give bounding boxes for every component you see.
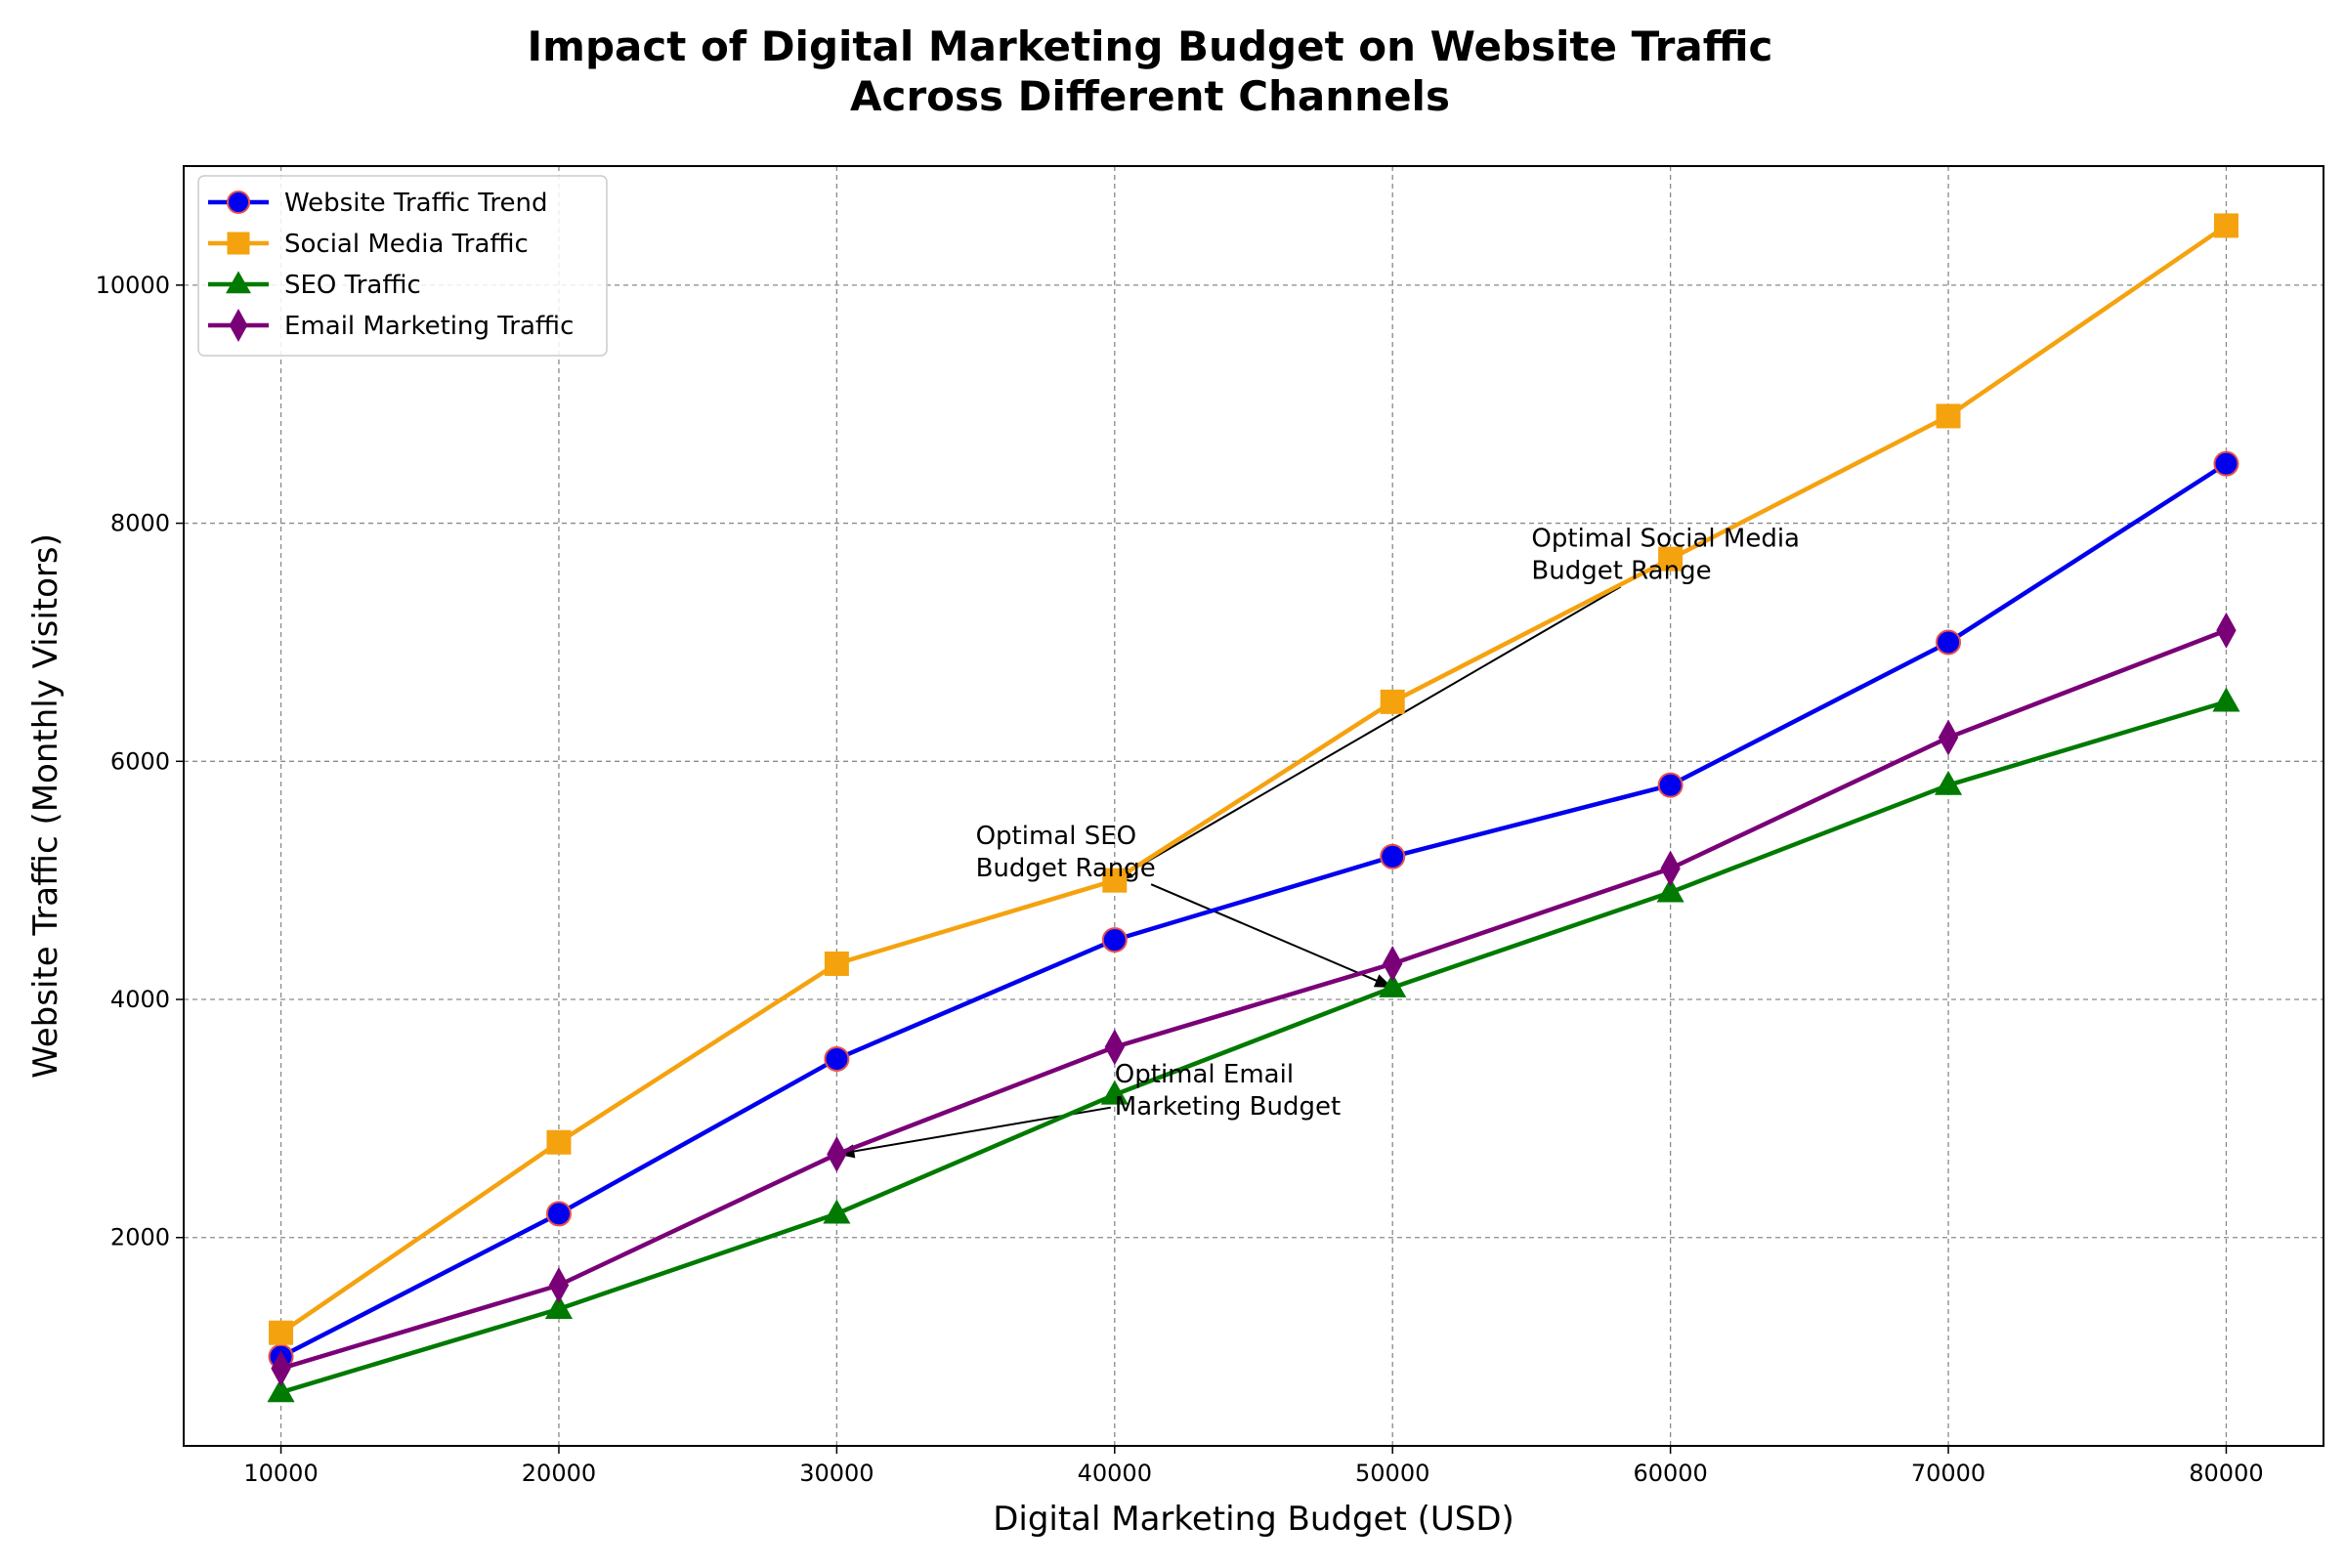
- data-point-marker: [1938, 719, 1959, 756]
- x-tick-label: 20000: [522, 1460, 596, 1487]
- legend-label: Email Marketing Traffic: [284, 312, 574, 341]
- data-point-marker: [1100, 1080, 1129, 1105]
- series-lines: [267, 213, 2240, 1403]
- y-tick-label: 2000: [110, 1224, 170, 1251]
- data-point-marker: [2213, 450, 2239, 477]
- x-tick-label: 10000: [243, 1460, 318, 1487]
- data-point-marker: [545, 1201, 572, 1227]
- data-point-marker: [1102, 868, 1128, 893]
- series-seo-traffic: [267, 687, 2240, 1403]
- data-point-marker: [1104, 1029, 1125, 1066]
- data-point-marker: [1934, 770, 1963, 795]
- y-tick-label: 6000: [110, 747, 170, 775]
- data-point-marker: [1660, 850, 1681, 887]
- data-point-marker: [824, 951, 849, 976]
- x-tick-label: 80000: [2189, 1460, 2263, 1487]
- series-line: [279, 628, 2228, 1371]
- series-email-marketing-traffic: [271, 612, 2237, 1387]
- data-point-marker: [2216, 612, 2237, 649]
- x-tick-label: 60000: [1633, 1460, 1707, 1487]
- data-point-marker: [269, 1320, 294, 1345]
- x-axis-label: Digital Marketing Budget (USD): [993, 1500, 1514, 1539]
- annotation-text-line: Optimal SEO: [976, 822, 1137, 851]
- axis-ticks: 10000 20000 30000 40000 50000 60000 70000 80000…: [96, 272, 2264, 1487]
- x-tick-label: 40000: [1078, 1460, 1152, 1487]
- annotation-text-line: Optimal Social Media: [1531, 525, 1800, 554]
- legend-entry: Email Marketing Traffic: [208, 309, 574, 342]
- y-tick-label: 10000: [96, 272, 170, 299]
- legend-label: Social Media Traffic: [284, 230, 529, 259]
- data-point-marker: [1380, 843, 1406, 869]
- data-point-marker: [271, 1350, 291, 1387]
- annotation-text-line: Budget Range: [1531, 557, 1711, 586]
- y-tick-label: 8000: [110, 510, 170, 537]
- annotation-arrow-line: [1114, 585, 1622, 882]
- legend-entry: Social Media Traffic: [208, 230, 529, 259]
- legend-marker-swatch: [226, 271, 251, 294]
- legend-marker-swatch: [229, 309, 248, 342]
- legend-marker-swatch: [227, 232, 250, 255]
- annotation-text-line: Optimal Email: [1115, 1060, 1294, 1089]
- data-point-marker: [1657, 772, 1684, 798]
- data-point-marker: [2212, 687, 2240, 712]
- legend-label: SEO Traffic: [284, 271, 421, 300]
- series-social-media-traffic: [269, 213, 2238, 1345]
- x-tick-label: 70000: [1911, 1460, 1985, 1487]
- legend-marker-swatch: [227, 191, 250, 214]
- y-axis-label: Website Traffic (Monthly Visitors): [26, 533, 65, 1079]
- legend: Website Traffic Trend Social Media Traffi…: [197, 175, 608, 357]
- data-point-marker: [544, 1294, 574, 1319]
- data-point-marker: [1383, 946, 1403, 982]
- legend-label: Website Traffic Trend: [284, 189, 547, 218]
- data-point-marker: [824, 1045, 850, 1072]
- annotation-text-line: Budget Range: [976, 854, 1156, 883]
- legend-entry: SEO Traffic: [208, 271, 421, 300]
- legend-box: [197, 175, 608, 357]
- annotation-arrow-line: [1150, 883, 1393, 989]
- annotation-text-line: Marketing Budget: [1115, 1092, 1341, 1122]
- chart-title-line-1: Impact of Digital Marketing Budget on We…: [528, 22, 1773, 70]
- data-point-marker: [1101, 927, 1128, 954]
- data-point-marker: [546, 1129, 572, 1155]
- data-point-marker: [1936, 403, 1961, 429]
- data-point-marker: [1379, 973, 1407, 997]
- annotation-labels: Optimal Social Media Budget Range Optimal …: [976, 525, 1800, 1122]
- chart-title-line-2: Across Different Channels: [850, 72, 1450, 120]
- data-point-marker: [1380, 689, 1405, 714]
- data-point-marker: [827, 1136, 847, 1172]
- series-line: [279, 461, 2228, 1359]
- x-tick-label: 50000: [1355, 1460, 1429, 1487]
- series-website-traffic-trend: [268, 450, 2239, 1370]
- legend-entry: Website Traffic Trend: [208, 189, 547, 218]
- data-point-marker: [1658, 546, 1684, 572]
- data-point-marker: [267, 1377, 295, 1403]
- data-point-marker: [548, 1267, 570, 1303]
- data-point-marker: [1936, 629, 1962, 656]
- series-line: [279, 224, 2228, 1335]
- data-point-marker: [2213, 213, 2238, 238]
- x-tick-label: 30000: [799, 1460, 874, 1487]
- series-line: [279, 699, 2228, 1395]
- data-point-marker: [1656, 877, 1684, 903]
- data-point-marker: [823, 1199, 851, 1224]
- y-tick-label: 4000: [110, 986, 170, 1013]
- plot-area-frame: [183, 165, 2324, 1447]
